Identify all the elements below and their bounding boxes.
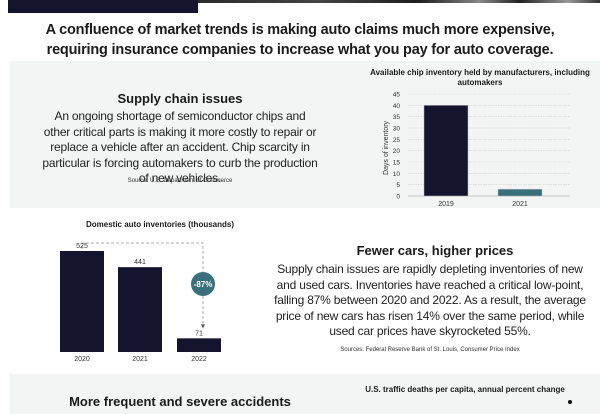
fewer-cars-source: Sources: Federal Reserve Bank of St. Lou…: [340, 347, 520, 353]
x-tick-label: 2019: [438, 201, 454, 208]
accidents-title: More frequent and severe accidents: [69, 394, 291, 409]
x-tick-label: 2021: [132, 356, 148, 363]
auto-inventory-chart-title: Domestic auto inventories (thousands): [85, 220, 235, 229]
y-tick-label: 40: [393, 103, 401, 110]
hero-banner-image: [198, 0, 600, 3]
data-label: 525: [76, 243, 88, 250]
bar-2022: [177, 338, 221, 352]
supply-chain-panel: [10, 61, 600, 208]
change-badge-label: -87%: [194, 280, 213, 289]
traffic-chart-point: [568, 400, 572, 404]
x-tick-label: 2020: [74, 356, 90, 363]
y-tick-label: 5: [396, 182, 400, 189]
supply-chain-title: Supply chain issues: [117, 91, 243, 106]
chip-inventory-chart: Days of inventory 0 5 10 15 20 25 30 35 40 45 2019 2…: [383, 92, 570, 208]
traffic-chart-title: U.S. traffic deaths per capita, annual p…: [365, 385, 565, 394]
auto-inventory-chart: 525 2020 441 2021 71 2022 -87%: [60, 242, 221, 363]
y-tick-label: 45: [393, 92, 401, 99]
fewer-cars-body: Supply chain issues are rapidly depletin…: [274, 262, 586, 338]
x-tick-label: 2021: [512, 201, 528, 208]
supply-chain-source: Source: U.S. Department of Commerce: [127, 178, 233, 184]
x-tick-label: 2022: [191, 356, 207, 363]
y-tick-label: 30: [393, 126, 401, 133]
chip-chart-title: Available chip inventory held by manufac…: [370, 68, 590, 87]
y-tick-label: 20: [393, 148, 401, 155]
intro-text: A confluence of market trends is making …: [45, 22, 555, 58]
bar-2020: [60, 251, 104, 352]
y-tick-label: 10: [393, 171, 401, 178]
supply-chain-body: An ongoing shortage of semiconductor chi…: [42, 109, 318, 185]
y-tick-label: 25: [393, 137, 401, 144]
y-tick-label: 0: [396, 194, 400, 201]
y-axis-label: Days of inventory: [383, 120, 390, 175]
data-label: 441: [134, 259, 146, 266]
bar-2021: [118, 267, 162, 352]
hero-banner-dark: [8, 0, 198, 13]
change-badge: [191, 272, 215, 296]
y-tick-label: 35: [393, 114, 401, 121]
arrow-head: [201, 324, 205, 329]
bar-2019: [423, 105, 469, 197]
y-tick-label: 15: [393, 160, 401, 167]
fewer-cars-title: Fewer cars, higher prices: [356, 243, 514, 258]
bar-2021: [497, 188, 543, 197]
data-label: 71: [195, 330, 203, 337]
